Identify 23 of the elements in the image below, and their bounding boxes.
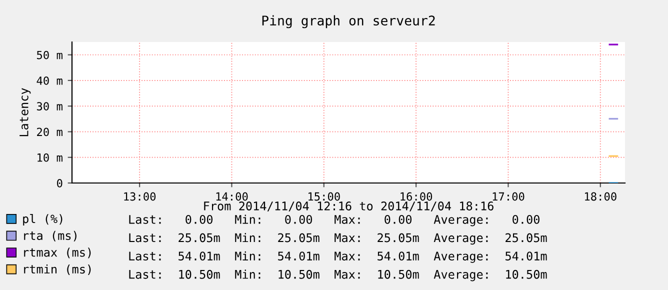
text: Last: 0.00 Min: 0.00 Max: 0.00 Average: 0.00 [129, 214, 540, 226]
text: Last: 25.05m Min: 25.05m Max: 25.05m Average: 25.05m [129, 233, 547, 245]
legend-label: rtmax (ms) [24, 248, 91, 258]
x-tick-label: 16:00 [400, 192, 432, 201]
y-tick-label: 20 m [37, 128, 62, 136]
legend-label: rtmin (ms) [24, 264, 91, 275]
y-tick-label: 10 m [38, 153, 62, 162]
y-tick-label: 50 m [36, 50, 62, 60]
legend-label: pl (%) [23, 214, 62, 226]
y-tick-label: 0 [57, 179, 62, 188]
text: Last: 10.50m Min: 10.50m Max: 10.50m Average: 10.50m [129, 270, 547, 282]
y-axis-title: Latency [20, 88, 31, 136]
y-tick-label: 40 m [36, 76, 62, 85]
legend-label: rta (ms) [24, 230, 76, 242]
x-tick-label: 17:00 [492, 192, 524, 201]
x-tick-label: 13:00 [124, 192, 156, 201]
x-tick-label: 15:00 [308, 192, 340, 201]
y-tick-label: 30 m [36, 102, 62, 110]
text: Last: 54.01m Min: 54.01m Max: 54.01m Average: 54.01m [129, 251, 547, 263]
x-tick-label: 18:00 [585, 192, 616, 201]
x-tick-label: 14:00 [216, 192, 248, 201]
text: From 2014/11/04 12:16 to 2014/11/04 18:16 [204, 202, 494, 212]
chart-title: Ping graph on serveur2 [262, 15, 435, 28]
